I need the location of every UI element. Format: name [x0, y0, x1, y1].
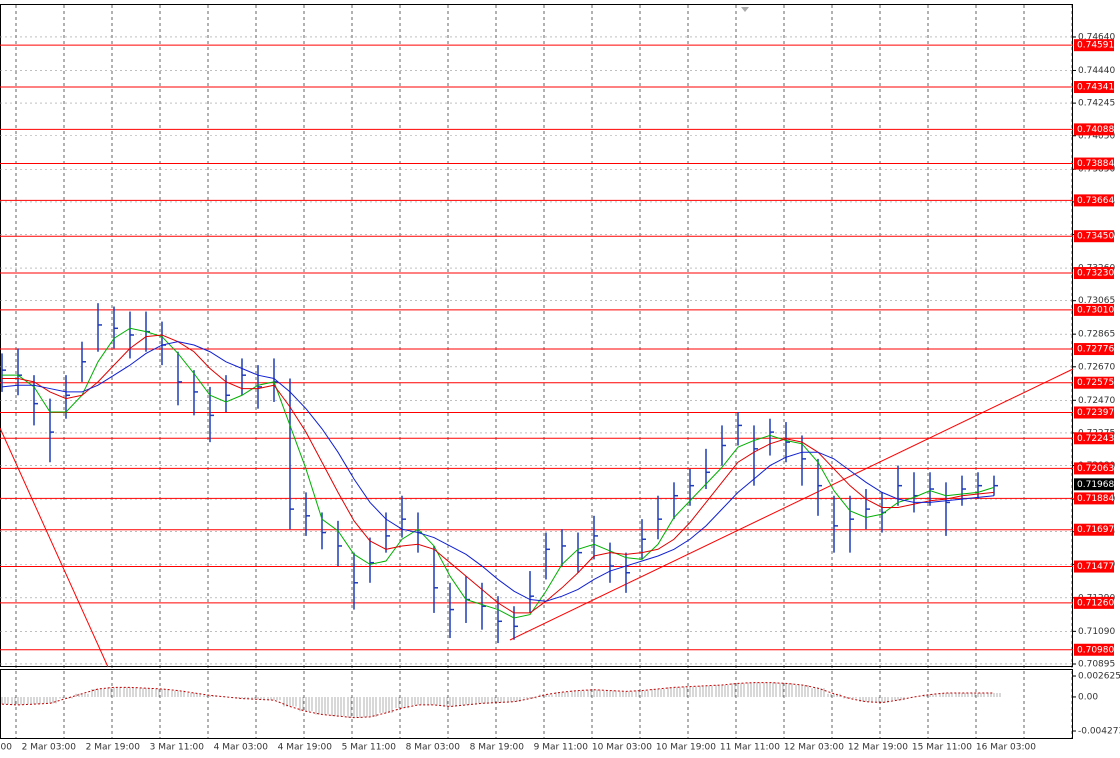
y-tick-label: 0.72865: [1078, 330, 1115, 340]
x-tick-label: 9 Mar 11:00: [534, 743, 589, 753]
y-tick-label: 0.74050: [1078, 131, 1115, 141]
x-tick-label: 4 Mar 03:00: [214, 743, 269, 753]
trend-line: [0, 427, 109, 668]
y-tick-label: 0.70895: [1078, 659, 1115, 669]
level-tag: [1074, 643, 1114, 656]
level-label: 0.74088: [1077, 125, 1114, 135]
moving-average: [2, 334, 995, 614]
x-tick-label: 8 Mar 03:00: [406, 743, 461, 753]
x-tick-label: 12 Mar 19:00: [848, 743, 908, 753]
level-label: 0.73450: [1077, 232, 1114, 242]
level-tag: [1074, 462, 1114, 475]
last-price-label: 0.71968: [1077, 480, 1114, 490]
level-tag: [1074, 230, 1114, 243]
level-tag: [1074, 523, 1114, 536]
level-label: 0.71260: [1077, 598, 1114, 608]
osc-line: [1, 682, 994, 719]
level-label: 0.71697: [1077, 525, 1114, 535]
sub-panel: [0, 669, 1073, 739]
y-tick-label: 0.72470: [1078, 396, 1115, 406]
y-tick-label: 0.00: [1078, 692, 1098, 702]
x-tick-label: 3 Mar 11:00: [150, 743, 205, 753]
level-label: 0.73884: [1077, 159, 1114, 169]
y-tick-label: 0.72670: [1078, 362, 1115, 372]
shift-marker: [741, 7, 749, 12]
level-label: 0.74591: [1077, 41, 1114, 51]
x-tick-label: 5 Mar 11:00: [342, 743, 397, 753]
mark-layer: [1, 303, 1001, 719]
level-label: 0.74341: [1077, 83, 1114, 93]
x-tick-label: 2 Mar 03:00: [22, 743, 77, 753]
level-layer: [0, 44, 1073, 651]
level-label: 0.71477: [1077, 562, 1114, 572]
level-tag: [1074, 267, 1114, 280]
level-tag: [1074, 81, 1114, 94]
level-tag: [1074, 492, 1114, 505]
level-label: 0.72575: [1077, 378, 1114, 388]
x-tick-label: 4 Mar 19:00: [278, 743, 333, 753]
level-label: 0.71884: [1077, 494, 1114, 504]
x-tick-label: 15 Mar 11:00: [912, 743, 972, 753]
last-price-tag: [1074, 478, 1114, 491]
level-tag: [1074, 39, 1114, 52]
level-label: 0.72776: [1077, 345, 1114, 355]
level-label: 0.70980: [1077, 645, 1114, 655]
level-tag: [1074, 123, 1114, 136]
level-tag: [1074, 376, 1114, 389]
level-label: 0.72397: [1077, 408, 1114, 418]
level-tag: [1074, 303, 1114, 316]
level-tag: [1074, 560, 1114, 573]
moving-average: [1, 341, 995, 602]
moving-average: [2, 327, 995, 619]
trend-line: [509, 368, 1074, 641]
level-label: 0.72063: [1077, 464, 1114, 474]
y-tick-label: 0.002625: [1078, 672, 1120, 682]
level-tag: [1074, 194, 1114, 207]
level-label: 0.73664: [1077, 196, 1114, 206]
level-tag: [1074, 157, 1114, 170]
y-tick-label: 0.73065: [1078, 296, 1115, 306]
level-label: 0.73230: [1077, 269, 1114, 279]
label-layer: 0.74640 0.74440 0.74245 0.74050 0.73850 0.736…: [1, 32, 1120, 752]
level-label: 0.73010: [1077, 305, 1114, 315]
main-panel: [0, 4, 1073, 667]
level-tag: [1074, 406, 1114, 419]
x-tick-label: 16 Mar 03:00: [976, 743, 1036, 753]
level-tag: [1074, 432, 1114, 445]
x-tick-label: 2 Mar 19:00: [86, 743, 141, 753]
y-tick-label: -0.004273: [1078, 727, 1120, 737]
x-tick-label: 8 Mar 19:00: [470, 743, 525, 753]
level-tag: [1074, 596, 1114, 609]
x-tick-label: 00: [1, 743, 13, 753]
x-tick-label: 12 Mar 03:00: [784, 743, 844, 753]
x-tick-label: 10 Mar 03:00: [592, 743, 652, 753]
grid-layer: [0, 5, 1073, 738]
y-tick-label: 0.74640: [1078, 32, 1115, 42]
y-tick-label: 0.74440: [1078, 66, 1115, 76]
level-tag: [1074, 343, 1114, 356]
x-tick-label: 10 Mar 19:00: [656, 743, 716, 753]
level-label: 0.72243: [1077, 434, 1114, 444]
y-tick-label: 0.74245: [1078, 99, 1115, 109]
y-tick-label: 0.73850: [1078, 165, 1115, 175]
y-tick-label: 0.71090: [1078, 627, 1115, 637]
x-tick-label: 11 Mar 11:00: [720, 743, 780, 753]
